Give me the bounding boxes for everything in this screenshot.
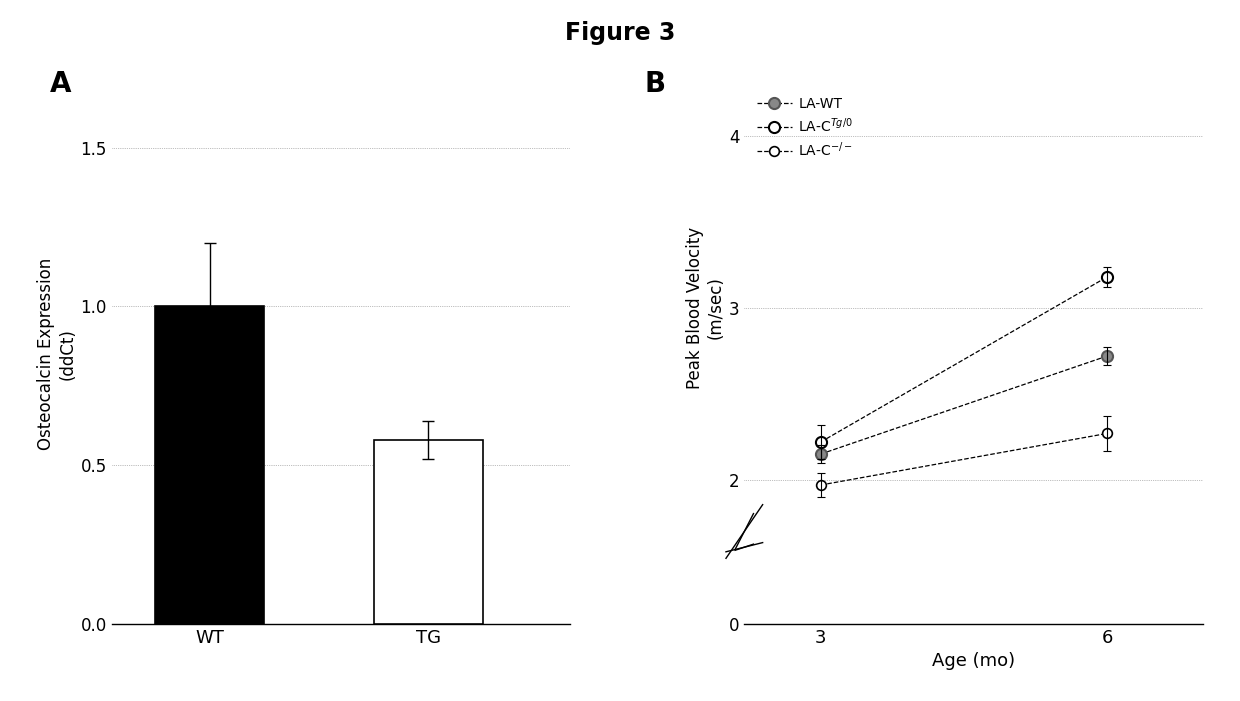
Legend: LA-WT, LA-C$^{Tg/0}$, LA-C$^{-/-}$: LA-WT, LA-C$^{Tg/0}$, LA-C$^{-/-}$ bbox=[751, 91, 859, 165]
Y-axis label: Osteocalcin Expression
(ddCt): Osteocalcin Expression (ddCt) bbox=[37, 258, 76, 450]
Y-axis label: Peak Blood Velocity
(m/sec): Peak Blood Velocity (m/sec) bbox=[686, 226, 724, 389]
Text: A: A bbox=[50, 70, 71, 98]
Text: B: B bbox=[645, 70, 666, 98]
Bar bbox=[373, 440, 482, 624]
X-axis label: Age (mo): Age (mo) bbox=[932, 653, 1016, 670]
Bar bbox=[155, 306, 264, 624]
Text: Figure 3: Figure 3 bbox=[564, 21, 676, 45]
